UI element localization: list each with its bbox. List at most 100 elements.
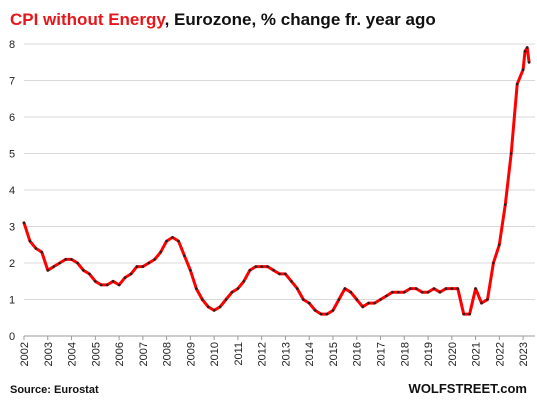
data-point — [420, 290, 424, 294]
data-point — [195, 287, 198, 290]
x-tick-label: 2017 — [376, 342, 388, 366]
data-point — [296, 287, 299, 290]
x-tick-label: 2002 — [19, 342, 31, 366]
data-point — [94, 280, 97, 283]
x-tick-label: 2018 — [399, 342, 411, 366]
data-point — [414, 287, 418, 290]
data-point — [147, 261, 151, 265]
x-tick-label: 2013 — [280, 342, 292, 366]
x-tick-label: 2003 — [43, 342, 55, 366]
data-point — [509, 152, 513, 155]
data-point — [212, 309, 216, 312]
x-tick-label: 2016 — [352, 342, 364, 366]
x-tick-label: 2006 — [114, 342, 126, 366]
data-point — [206, 305, 210, 309]
y-tick-label: 3 — [9, 222, 15, 234]
data-point — [403, 290, 406, 294]
data-point — [373, 301, 376, 305]
axes — [23, 335, 535, 340]
data-point — [444, 287, 448, 290]
x-tick-label: 2023 — [518, 342, 530, 366]
data-point — [99, 283, 103, 287]
data-point — [313, 309, 317, 312]
data-point — [391, 290, 394, 294]
data-point — [504, 203, 507, 206]
data-point — [141, 265, 145, 268]
data-point — [189, 269, 192, 272]
y-tick-label: 1 — [9, 295, 15, 307]
data-point — [76, 261, 79, 265]
data-point — [248, 269, 252, 272]
data-point — [278, 272, 281, 276]
data-point — [224, 298, 228, 301]
data-point — [201, 298, 204, 301]
data-point — [462, 312, 466, 316]
y-tick-label: 8 — [9, 39, 15, 51]
data-point — [361, 305, 365, 309]
data-point — [242, 280, 246, 283]
data-point — [525, 46, 529, 49]
x-tick-label: 2012 — [257, 342, 269, 366]
y-tick-label: 2 — [9, 258, 15, 270]
data-point — [260, 265, 264, 268]
data-point — [111, 280, 115, 283]
data-point — [284, 272, 287, 276]
x-tick-label: 2011 — [233, 342, 245, 366]
data-point — [153, 258, 156, 261]
x-tick-label: 2015 — [328, 342, 340, 366]
data-point — [408, 287, 412, 290]
data-point — [171, 236, 174, 239]
data-point — [165, 239, 168, 243]
data-point — [355, 298, 359, 301]
chart-title: CPI without Energy, Eurozone, % change f… — [10, 10, 436, 29]
data-point — [46, 269, 50, 272]
data-point — [254, 265, 257, 268]
data-point — [34, 247, 38, 250]
data-point — [218, 305, 222, 309]
data-point — [385, 294, 388, 298]
data-point — [105, 283, 109, 287]
data-point — [367, 301, 370, 305]
data-point — [432, 287, 436, 290]
data-point — [266, 265, 269, 268]
data-point — [498, 243, 501, 247]
y-tick-label: 5 — [9, 149, 15, 161]
data-point — [343, 287, 347, 290]
data-point — [331, 309, 335, 312]
x-tick-label: 2004 — [67, 342, 79, 366]
data-point — [337, 298, 341, 301]
data-point — [325, 312, 329, 316]
data-point — [450, 287, 454, 290]
data-point — [88, 272, 91, 276]
x-tick-label: 2020 — [447, 342, 459, 366]
data-point — [129, 272, 133, 276]
data-point — [52, 265, 55, 268]
data-point — [379, 298, 382, 301]
data-point — [290, 280, 293, 283]
y-tick-label: 7 — [9, 76, 15, 88]
grid — [24, 43, 535, 300]
data-point — [123, 276, 127, 279]
data-point — [22, 221, 26, 225]
data-point — [135, 265, 139, 268]
x-tick-label: 2009 — [185, 342, 197, 366]
source-note: Source: Eurostat — [10, 384, 99, 396]
data-point — [426, 290, 430, 294]
data-point — [177, 239, 180, 243]
y-tick-label: 6 — [9, 112, 15, 124]
data-point — [474, 287, 477, 290]
y-tick-label: 4 — [9, 185, 15, 197]
y-tick-labels: 0 1 2 3 4 5 6 7 8 — [9, 39, 15, 343]
x-tick-label: 2014 — [304, 342, 316, 366]
x-tick-label: 2010 — [209, 342, 221, 366]
data-point — [515, 82, 519, 86]
data-point — [230, 290, 234, 294]
y-tick-label: 0 — [9, 331, 15, 343]
data-point — [183, 254, 186, 257]
x-tick-labels: 2002 2003 2004 2005 2006 2007 2008 2009 2010 2011… — [19, 342, 530, 366]
data-point — [70, 258, 73, 261]
data-point — [40, 250, 44, 254]
data-point — [64, 258, 67, 261]
data-point — [521, 68, 525, 71]
